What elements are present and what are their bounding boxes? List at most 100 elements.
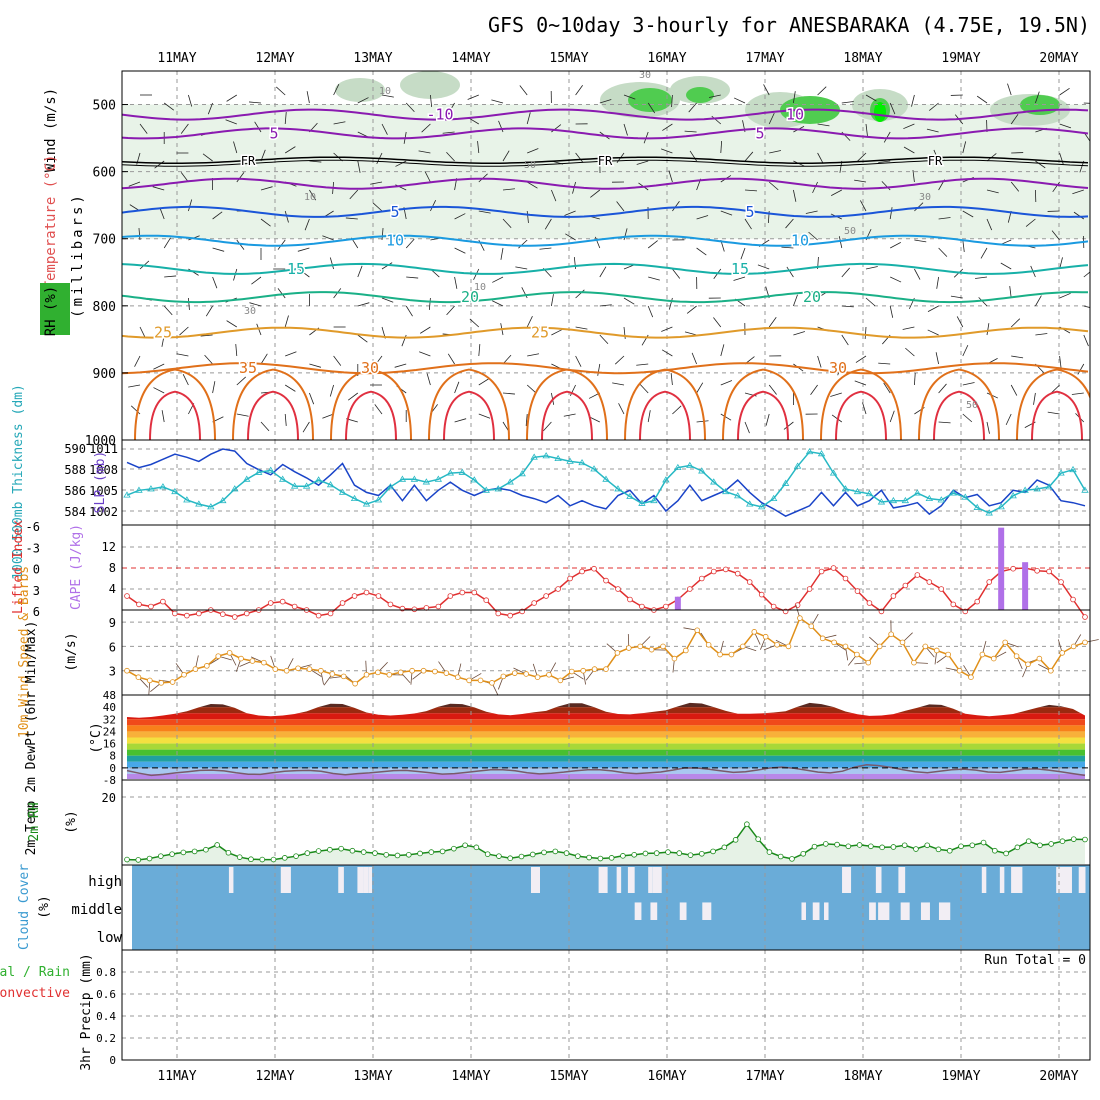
wind-barb <box>333 355 342 366</box>
wind-barb <box>575 152 584 163</box>
wind-barb <box>563 413 576 417</box>
pressure-tick-label: 900 <box>93 367 116 382</box>
wind10m-line-point <box>671 655 678 662</box>
lifted-index-line-point <box>471 589 478 596</box>
cloud-clear-block <box>634 902 642 920</box>
temp2m-fill <box>122 695 1090 780</box>
wind-barb <box>519 85 528 96</box>
slp-line-point <box>805 447 814 455</box>
wind-barb <box>551 189 557 202</box>
rh-contour-label: 30 <box>639 70 651 81</box>
isotherm-25 <box>122 291 1089 304</box>
wind-barb <box>914 239 927 243</box>
rh2m-line-point <box>789 856 795 862</box>
pressure-tick-label: 500 <box>93 99 116 114</box>
wind10m-line-point <box>238 655 244 662</box>
wind-barb <box>526 316 533 328</box>
wind-barb <box>161 410 165 423</box>
wind-barb <box>1009 286 1012 299</box>
slp-line-point <box>398 475 407 482</box>
isotherm-label: 25 <box>154 324 172 342</box>
wind-barb <box>720 413 732 421</box>
day-labels-bottom: 11MAY 12MAY 13MAY 14MAY 15MAY 16MAY 17MAY 18MAY… <box>157 1069 1078 1084</box>
temp-tick-label: 16 <box>103 738 116 751</box>
lifted-index-line-point <box>279 598 286 605</box>
wind10m-line-point <box>614 650 621 656</box>
wind-barb <box>878 160 891 163</box>
wind-barb <box>454 276 458 289</box>
isotherm-10 <box>122 205 1089 218</box>
rh2m-line-point <box>563 850 570 856</box>
wind10m-line-point <box>500 673 507 680</box>
lifted-index-line-point <box>1070 596 1076 603</box>
isotherm-label: 35 <box>239 359 257 377</box>
wind-barb <box>564 210 576 216</box>
wind-barb <box>855 355 867 363</box>
wind-barb <box>428 297 431 310</box>
wind-barb <box>647 240 658 249</box>
wind-barb <box>159 207 165 220</box>
wind-barb <box>297 247 310 252</box>
wind-barb <box>668 297 673 310</box>
wind-barb <box>783 421 794 430</box>
wind-barb <box>660 148 673 154</box>
lifted-index-line-point <box>591 565 597 572</box>
slp-line-point <box>530 453 538 460</box>
wind-barb <box>284 210 289 223</box>
rh2m-line-point <box>924 842 931 849</box>
freezing-label: FR <box>928 154 943 168</box>
cape-tick-label: 4 <box>109 582 116 596</box>
chart-title: GFS 0~10day 3-hourly for ANESBARAKA (4.7… <box>488 13 1090 37</box>
wind-barb <box>890 276 902 283</box>
wind10m-line-point <box>511 670 518 676</box>
rh2m-line-point <box>135 857 142 863</box>
thickness-tick-label: 588 <box>64 463 86 477</box>
wind-barb <box>357 334 368 343</box>
cloud-clear-block <box>650 902 658 920</box>
wind-barb <box>153 363 165 370</box>
rh2m-line-point <box>529 851 536 858</box>
wind-barb <box>616 201 625 212</box>
cloud-level-label: low <box>97 930 123 946</box>
wind-barb <box>551 294 554 307</box>
wind-barb <box>276 86 286 96</box>
rh2m-line-point <box>890 844 897 850</box>
wind-barb <box>502 392 515 395</box>
rh2m-line-point <box>1082 836 1088 843</box>
wind10m-line-point <box>854 651 860 658</box>
cloud-level-label: high <box>88 874 122 890</box>
slp-line-point <box>853 487 862 495</box>
wind-barb <box>502 188 515 191</box>
precip-axis-labels: 0.8 0.6 0.4 0.2 0 <box>96 966 116 1067</box>
wind10m-tick-label: 6 <box>109 640 116 654</box>
wind-barb <box>769 150 782 154</box>
wind-barb <box>986 218 993 231</box>
wind10m-line-point <box>819 635 826 642</box>
wind-barb <box>765 413 770 426</box>
lifted-index-line-point <box>351 593 358 599</box>
wind-barb <box>883 382 891 394</box>
wind-barb <box>284 315 289 328</box>
wind10m-line-point <box>466 677 472 684</box>
wind10m-line-point <box>740 643 746 650</box>
cloud-grid <box>176 865 1060 950</box>
wind-barb <box>860 200 867 212</box>
slp-line-point <box>877 498 886 505</box>
wind-barb <box>618 403 625 415</box>
rh2m-line-point <box>270 856 277 863</box>
slp-label: SLP (mb) <box>93 451 108 514</box>
wind-barb <box>543 421 552 432</box>
wind-barb <box>599 266 607 278</box>
rh2m-line-point <box>665 849 671 855</box>
rh2m-line-point <box>822 841 829 847</box>
slp-line-point <box>638 499 646 506</box>
cape-bar <box>998 527 1005 610</box>
li-tick-label: 3 <box>33 584 40 598</box>
lifted-index-line-point <box>339 600 346 606</box>
freezing-level-2 <box>122 159 1089 167</box>
cloud-clear-block <box>679 902 687 920</box>
cloud-clear-block <box>530 867 540 893</box>
wind-barb <box>672 201 680 212</box>
rh2m-line-point <box>1070 836 1077 842</box>
wind-barb <box>405 102 415 113</box>
